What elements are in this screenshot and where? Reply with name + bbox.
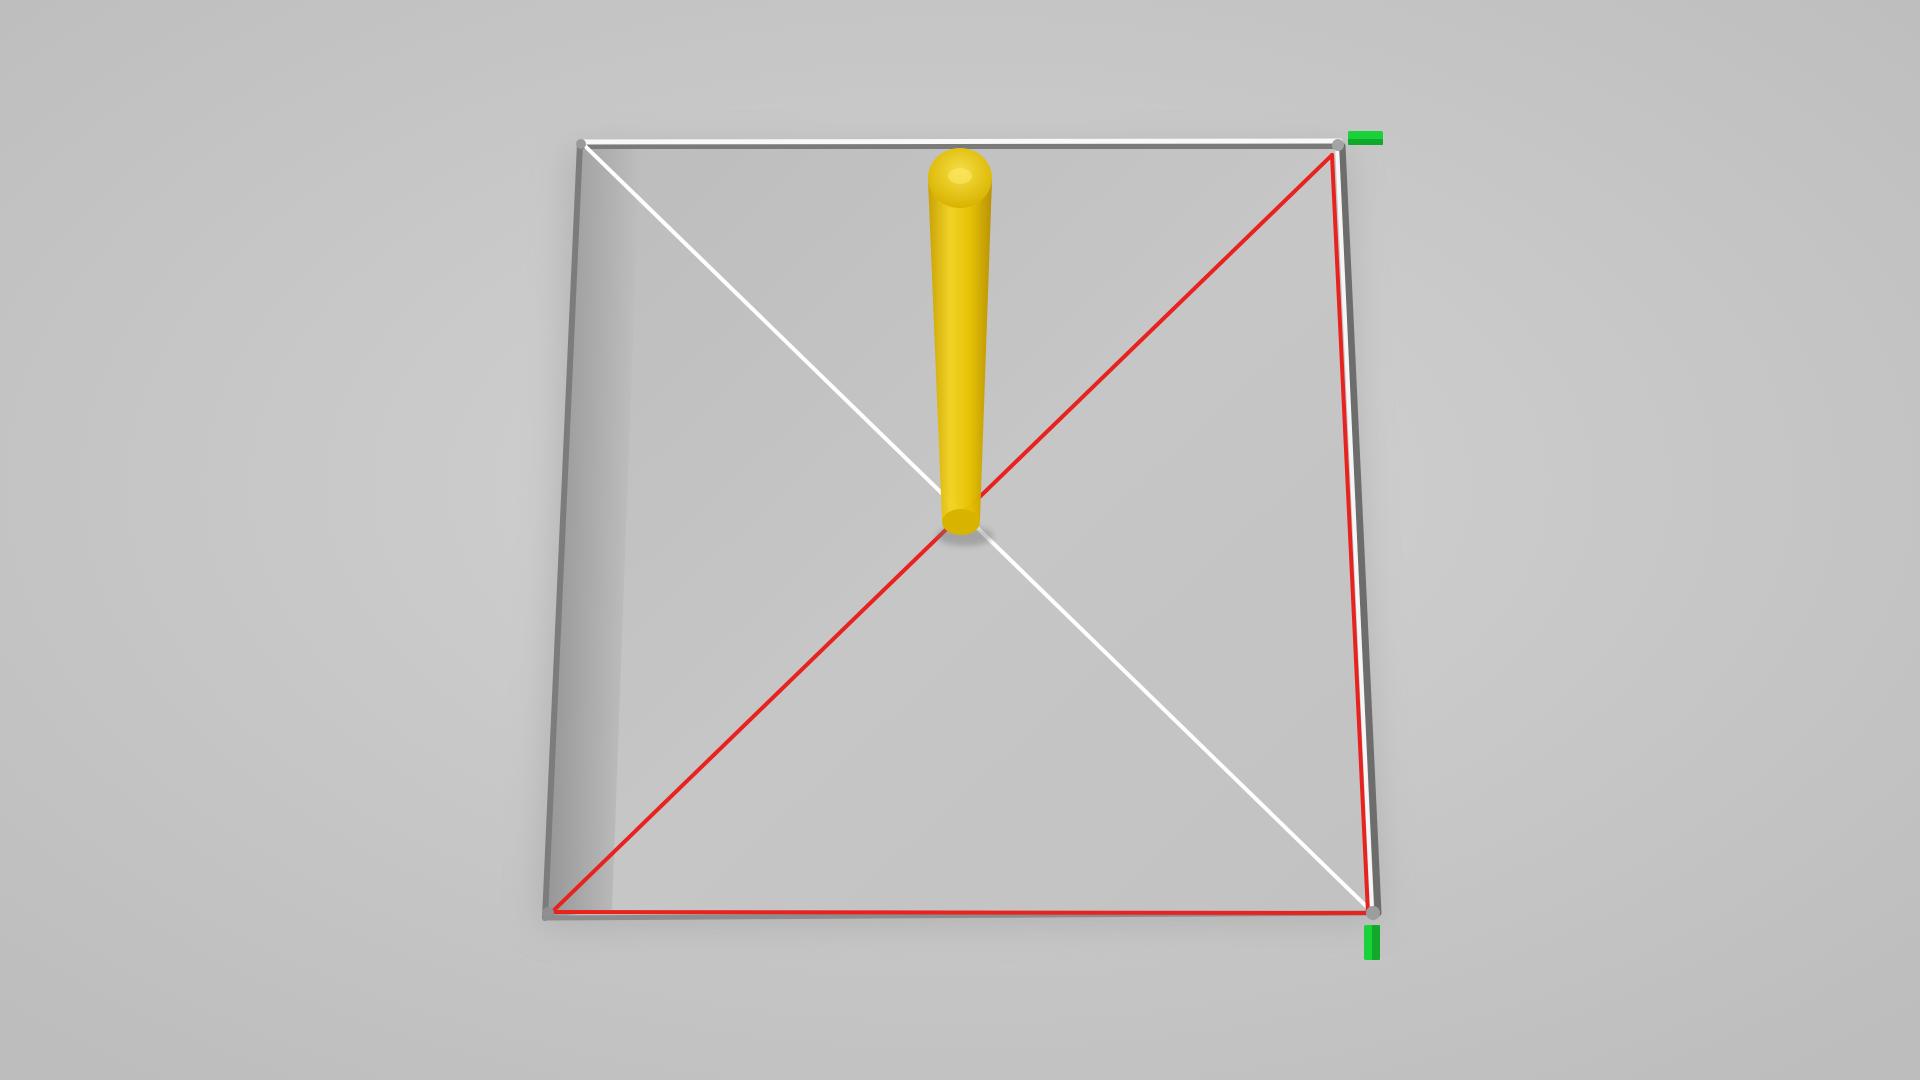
- green-marker-bottom-right-shade: [1372, 925, 1380, 960]
- corner-fitting-bottom-right: [1366, 906, 1380, 920]
- frame-left-inner-shadow: [545, 143, 640, 918]
- red-right-cable: [1330, 153, 1370, 915]
- pole-top-highlight: [948, 168, 972, 184]
- green-marker-top-right-shade: [1348, 139, 1383, 145]
- red-bottom-cable: [550, 910, 1370, 915]
- corner-fitting-top-right: [1332, 139, 1344, 151]
- corner-fitting-bottom-left: [542, 907, 554, 919]
- pole-base: [942, 509, 980, 535]
- corner-fitting-top-left: [576, 139, 586, 149]
- frame-right-edge-shadow: [1338, 142, 1382, 917]
- frame-left-edge: [542, 140, 583, 921]
- frame-top-edge: [577, 138, 1343, 145]
- yellow-vertical-pole: [928, 180, 992, 520]
- frame-right-edge: [1335, 142, 1374, 913]
